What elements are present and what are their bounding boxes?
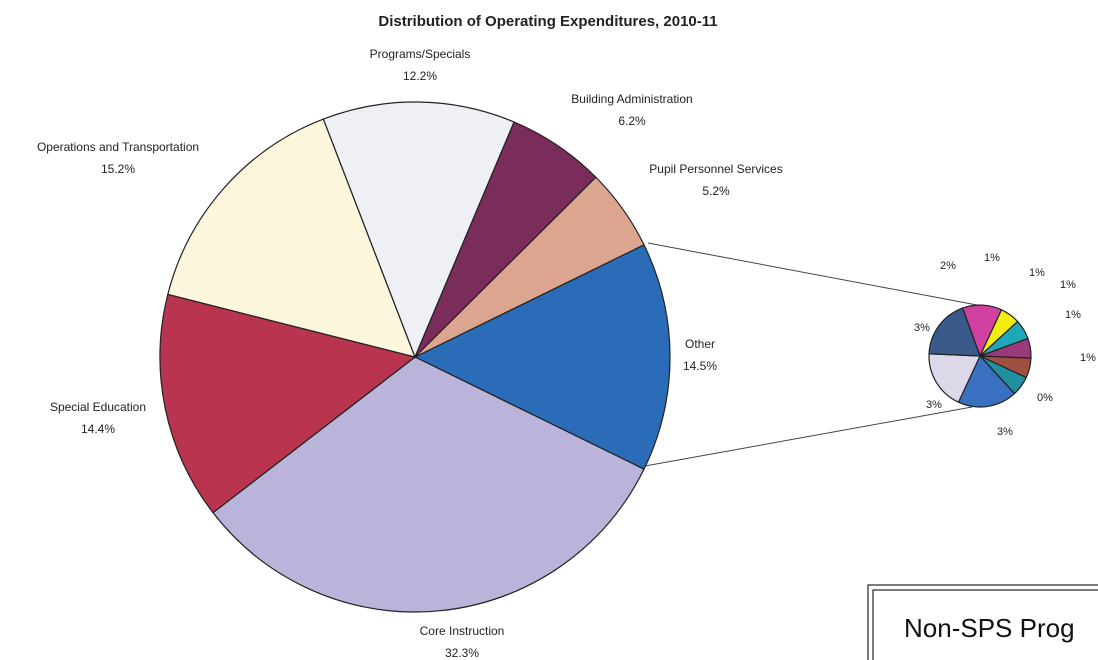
main-pie: Other 14.5% Core Instruction 32.3% Special E… [37, 47, 783, 660]
pie-slice [159, 293, 417, 514]
slice-label: Building Administration [571, 92, 692, 106]
note-box-inner [872, 589, 1098, 660]
pie-slice [167, 118, 416, 358]
slice-value: 1% [1029, 267, 1045, 279]
pie-slice [928, 307, 981, 357]
slice-label: Operations and Transportation [37, 140, 199, 154]
slice-value: 14.4% [81, 422, 115, 436]
slice-value: 3% [914, 322, 930, 334]
slice-value: 6.2% [618, 114, 646, 128]
slice-value: 15.2% [101, 162, 135, 176]
slice-value: 3% [926, 399, 942, 411]
slice-label: Core Instruction [420, 624, 505, 638]
slice-label: Programs/Specials [370, 47, 471, 61]
slice-value: 14.5% [683, 359, 717, 373]
slice-value: 32.3% [445, 646, 479, 660]
slice-label: Pupil Personnel Services [649, 162, 782, 176]
pie-slice [957, 354, 1016, 408]
slice-value: 0% [1037, 392, 1053, 404]
pie-slice [928, 353, 981, 404]
chart-title: Distribution of Operating Expenditures, … [378, 13, 717, 30]
slice-value: 1% [984, 252, 1000, 264]
slice-value: 1% [1060, 279, 1076, 291]
slice-label: Other [685, 337, 715, 351]
pie-slice [414, 176, 645, 358]
slice-label: Special Education [50, 400, 146, 414]
slice-value: 12.2% [403, 69, 437, 83]
connector-line [647, 242, 978, 306]
slice-value: 5.2% [702, 184, 730, 198]
slice-value: 1% [1065, 309, 1081, 321]
slice-value: 3% [997, 426, 1013, 438]
note-text: Non-SPS Prog [904, 613, 1075, 643]
slice-value: 2% [940, 260, 956, 272]
pie-slice [212, 356, 645, 613]
connector-line [644, 406, 973, 467]
detail-pie: 2% 1% 1% 1% 1% 1% 0% 3% 3% 3% [914, 252, 1096, 438]
note-box [867, 584, 1098, 660]
slice-value: 1% [1080, 352, 1096, 364]
pie-slice [413, 244, 671, 470]
pie-slice [322, 101, 515, 359]
